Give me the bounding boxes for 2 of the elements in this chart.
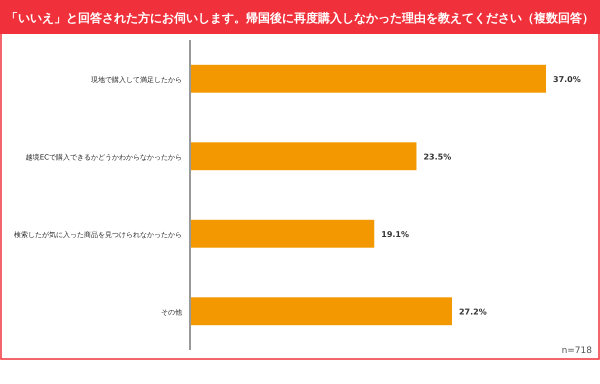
title: 「いいえ」と回答された方にお伺いします。帰国後に再度購入しなかった理由を教えてください（複数回答） bbox=[6, 11, 594, 25]
annotation: n=718 bbox=[562, 346, 592, 356]
